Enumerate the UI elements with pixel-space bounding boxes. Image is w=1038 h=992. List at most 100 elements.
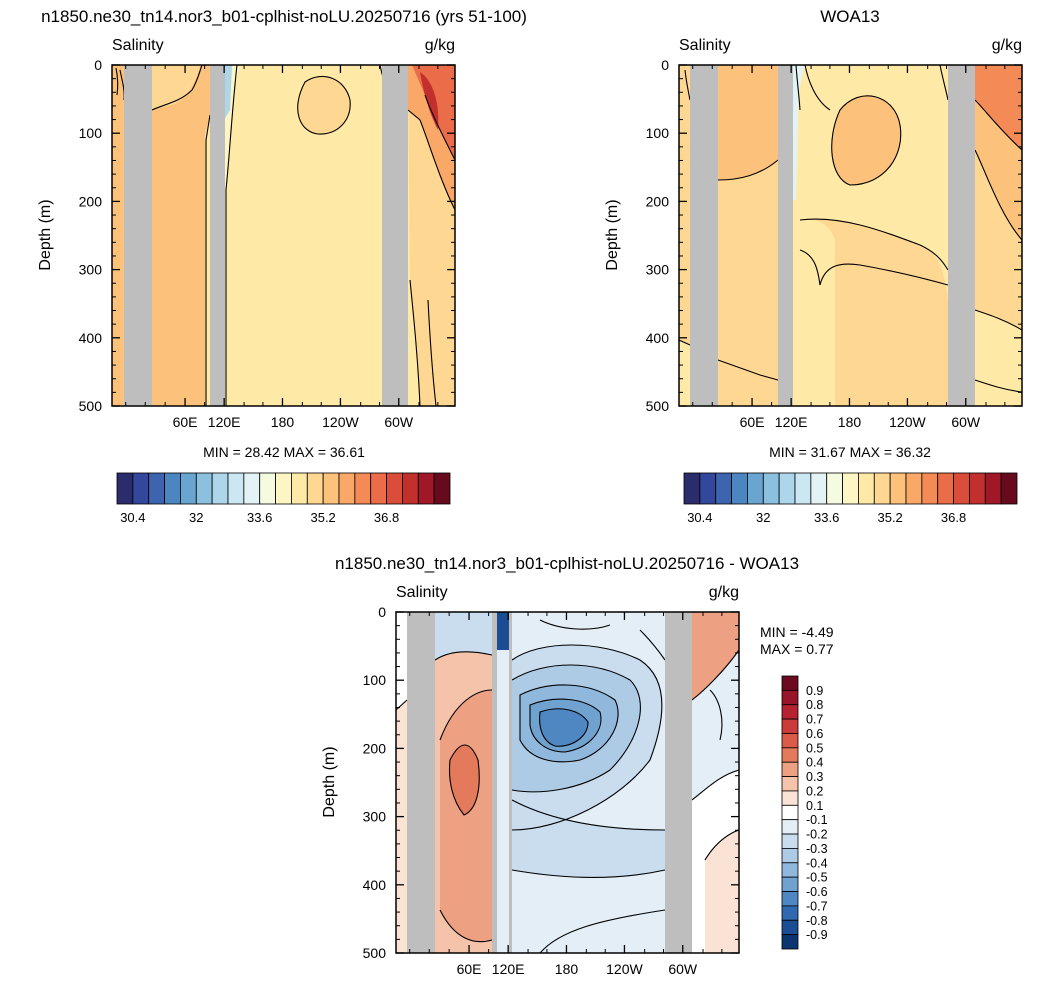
colorbar-label: 0.3: [806, 770, 823, 784]
colorbar-swatch: [211, 472, 229, 505]
x-tick-label: 180: [271, 414, 295, 430]
colorbar-swatch: [132, 472, 150, 505]
y-axis-label: Depth (m): [37, 199, 54, 270]
colorbar-swatch: [180, 472, 197, 505]
colorbar-swatch: [164, 472, 181, 505]
colorbar-swatch: [781, 876, 799, 892]
colorbar-swatch: [370, 472, 387, 505]
colorbar-swatch: [969, 472, 986, 505]
panel-difference: n1850.ne30_tn14.nor3_b01-cplhist-noLU.20…: [321, 554, 834, 977]
colorbar-label: 33.6: [814, 510, 839, 525]
axes-frame: [678, 64, 1023, 407]
colorbar-swatch: [781, 804, 799, 821]
colorbar-swatch: [905, 472, 923, 505]
colorbar-swatch: [747, 472, 764, 505]
colorbar-swatch: [322, 472, 340, 505]
y-axis: 0 100 200 300 400 500: [646, 57, 1022, 414]
y-tick-label: 100: [646, 125, 670, 141]
variable-label: Salinity: [396, 584, 448, 601]
y-tick-label: 100: [363, 672, 387, 688]
colorbar-swatch: [306, 472, 324, 505]
colorbar-swatch: [781, 675, 799, 691]
units-label: g/kg: [425, 37, 455, 54]
colorbar-label: -0.2: [806, 828, 828, 842]
y-axis: 0 100 200 300 400 500: [363, 604, 739, 961]
contour-field: [396, 612, 739, 953]
colorbar-swatch: [953, 472, 970, 505]
y-tick-label: 200: [646, 193, 670, 209]
colorbar-swatch: [699, 472, 717, 505]
colorbar-label: -0.6: [806, 885, 828, 899]
colorbar-label: 0.7: [806, 713, 823, 727]
x-tick-label: 120W: [889, 414, 926, 430]
x-tick-label: 60E: [457, 961, 482, 977]
x-tick-label: 120E: [208, 414, 241, 430]
colorbar-swatch: [433, 472, 451, 505]
colorbar-swatch: [781, 733, 799, 749]
x-tick-label: 60W: [668, 961, 698, 977]
colorbar-swatch: [402, 472, 419, 505]
colorbar-swatch: [794, 472, 812, 505]
colorbar-swatch: [781, 718, 799, 734]
colorbar-swatch: [291, 472, 308, 505]
panel-observations: WOA13 Salinity g/kg: [604, 7, 1023, 525]
colorbar-swatch: [810, 472, 828, 505]
colorbar-label: 0.5: [806, 741, 823, 755]
colorbar-swatch: [338, 472, 356, 505]
colorbar-swatch: [781, 848, 799, 864]
colorbar-swatch: [417, 472, 435, 505]
contour-field: [679, 65, 1022, 406]
colorbar-swatch: [781, 934, 799, 950]
variable-label: Salinity: [112, 37, 164, 54]
colorbar-label: 0.6: [806, 727, 823, 741]
colorbar-swatch: [921, 472, 939, 505]
x-tick-label: 120E: [775, 414, 808, 430]
colorbar-label: 0.8: [806, 698, 823, 712]
panel-title: n1850.ne30_tn14.nor3_b01-cplhist-noLU.20…: [335, 554, 799, 573]
colorbar-swatch: [731, 472, 748, 505]
colorbar-swatch: [148, 472, 165, 505]
colorbar-label: 35.2: [310, 510, 335, 525]
y-tick-label: 0: [94, 57, 102, 73]
colorbar-swatch: [781, 761, 799, 777]
colorbar-label: 0.9: [806, 684, 823, 698]
colorbar-label: 0.2: [806, 784, 823, 798]
y-tick-label: 300: [363, 809, 387, 825]
min-max-stats: MIN = 31.67 MAX = 36.32: [769, 444, 931, 460]
colorbar-swatch: [781, 833, 799, 849]
colorbar-label: -0.9: [806, 928, 828, 942]
x-axis: 60E 120E 180 120W 60W: [692, 65, 1006, 430]
y-axis-label: Depth (m): [604, 199, 621, 270]
y-tick-label: 400: [79, 330, 103, 346]
y-tick-label: 200: [79, 193, 103, 209]
colorbar-swatch: [937, 472, 954, 505]
y-tick-label: 400: [363, 877, 387, 893]
y-tick-label: 0: [661, 57, 669, 73]
panel-title: WOA13: [820, 7, 880, 26]
axes-frame: [395, 611, 740, 954]
colorbar-swatch: [873, 472, 891, 505]
colorbar-swatch: [354, 472, 372, 505]
colorbar-swatch: [781, 819, 799, 835]
colorbar-swatch: [842, 472, 859, 505]
colorbar: 0.90.80.70.60.50.40.30.20.1-0.1-0.2-0.3-…: [781, 675, 828, 950]
colorbar-label: 32: [756, 510, 770, 525]
y-tick-label: 400: [646, 330, 670, 346]
colorbar: 30.4 32 33.6 35.2 36.8: [116, 472, 451, 525]
x-axis: 60E 120E 180 120W 60W: [125, 65, 439, 430]
colorbar-label: -0.7: [806, 899, 828, 913]
colorbar-swatch: [243, 472, 261, 505]
colorbar-swatch: [781, 689, 799, 706]
colorbar-swatch: [116, 472, 134, 505]
colorbar-label: -0.3: [806, 842, 828, 856]
colorbar-swatch: [826, 472, 843, 505]
colorbar-label: 0.1: [806, 799, 823, 813]
colorbar-label: 30.4: [687, 510, 712, 525]
colorbar-swatch: [762, 472, 780, 505]
x-tick-label: 120E: [492, 961, 525, 977]
y-tick-label: 500: [79, 398, 103, 414]
colorbar-swatch: [858, 472, 875, 505]
colorbar-swatch: [227, 472, 245, 505]
colorbar-label: 36.8: [941, 510, 966, 525]
